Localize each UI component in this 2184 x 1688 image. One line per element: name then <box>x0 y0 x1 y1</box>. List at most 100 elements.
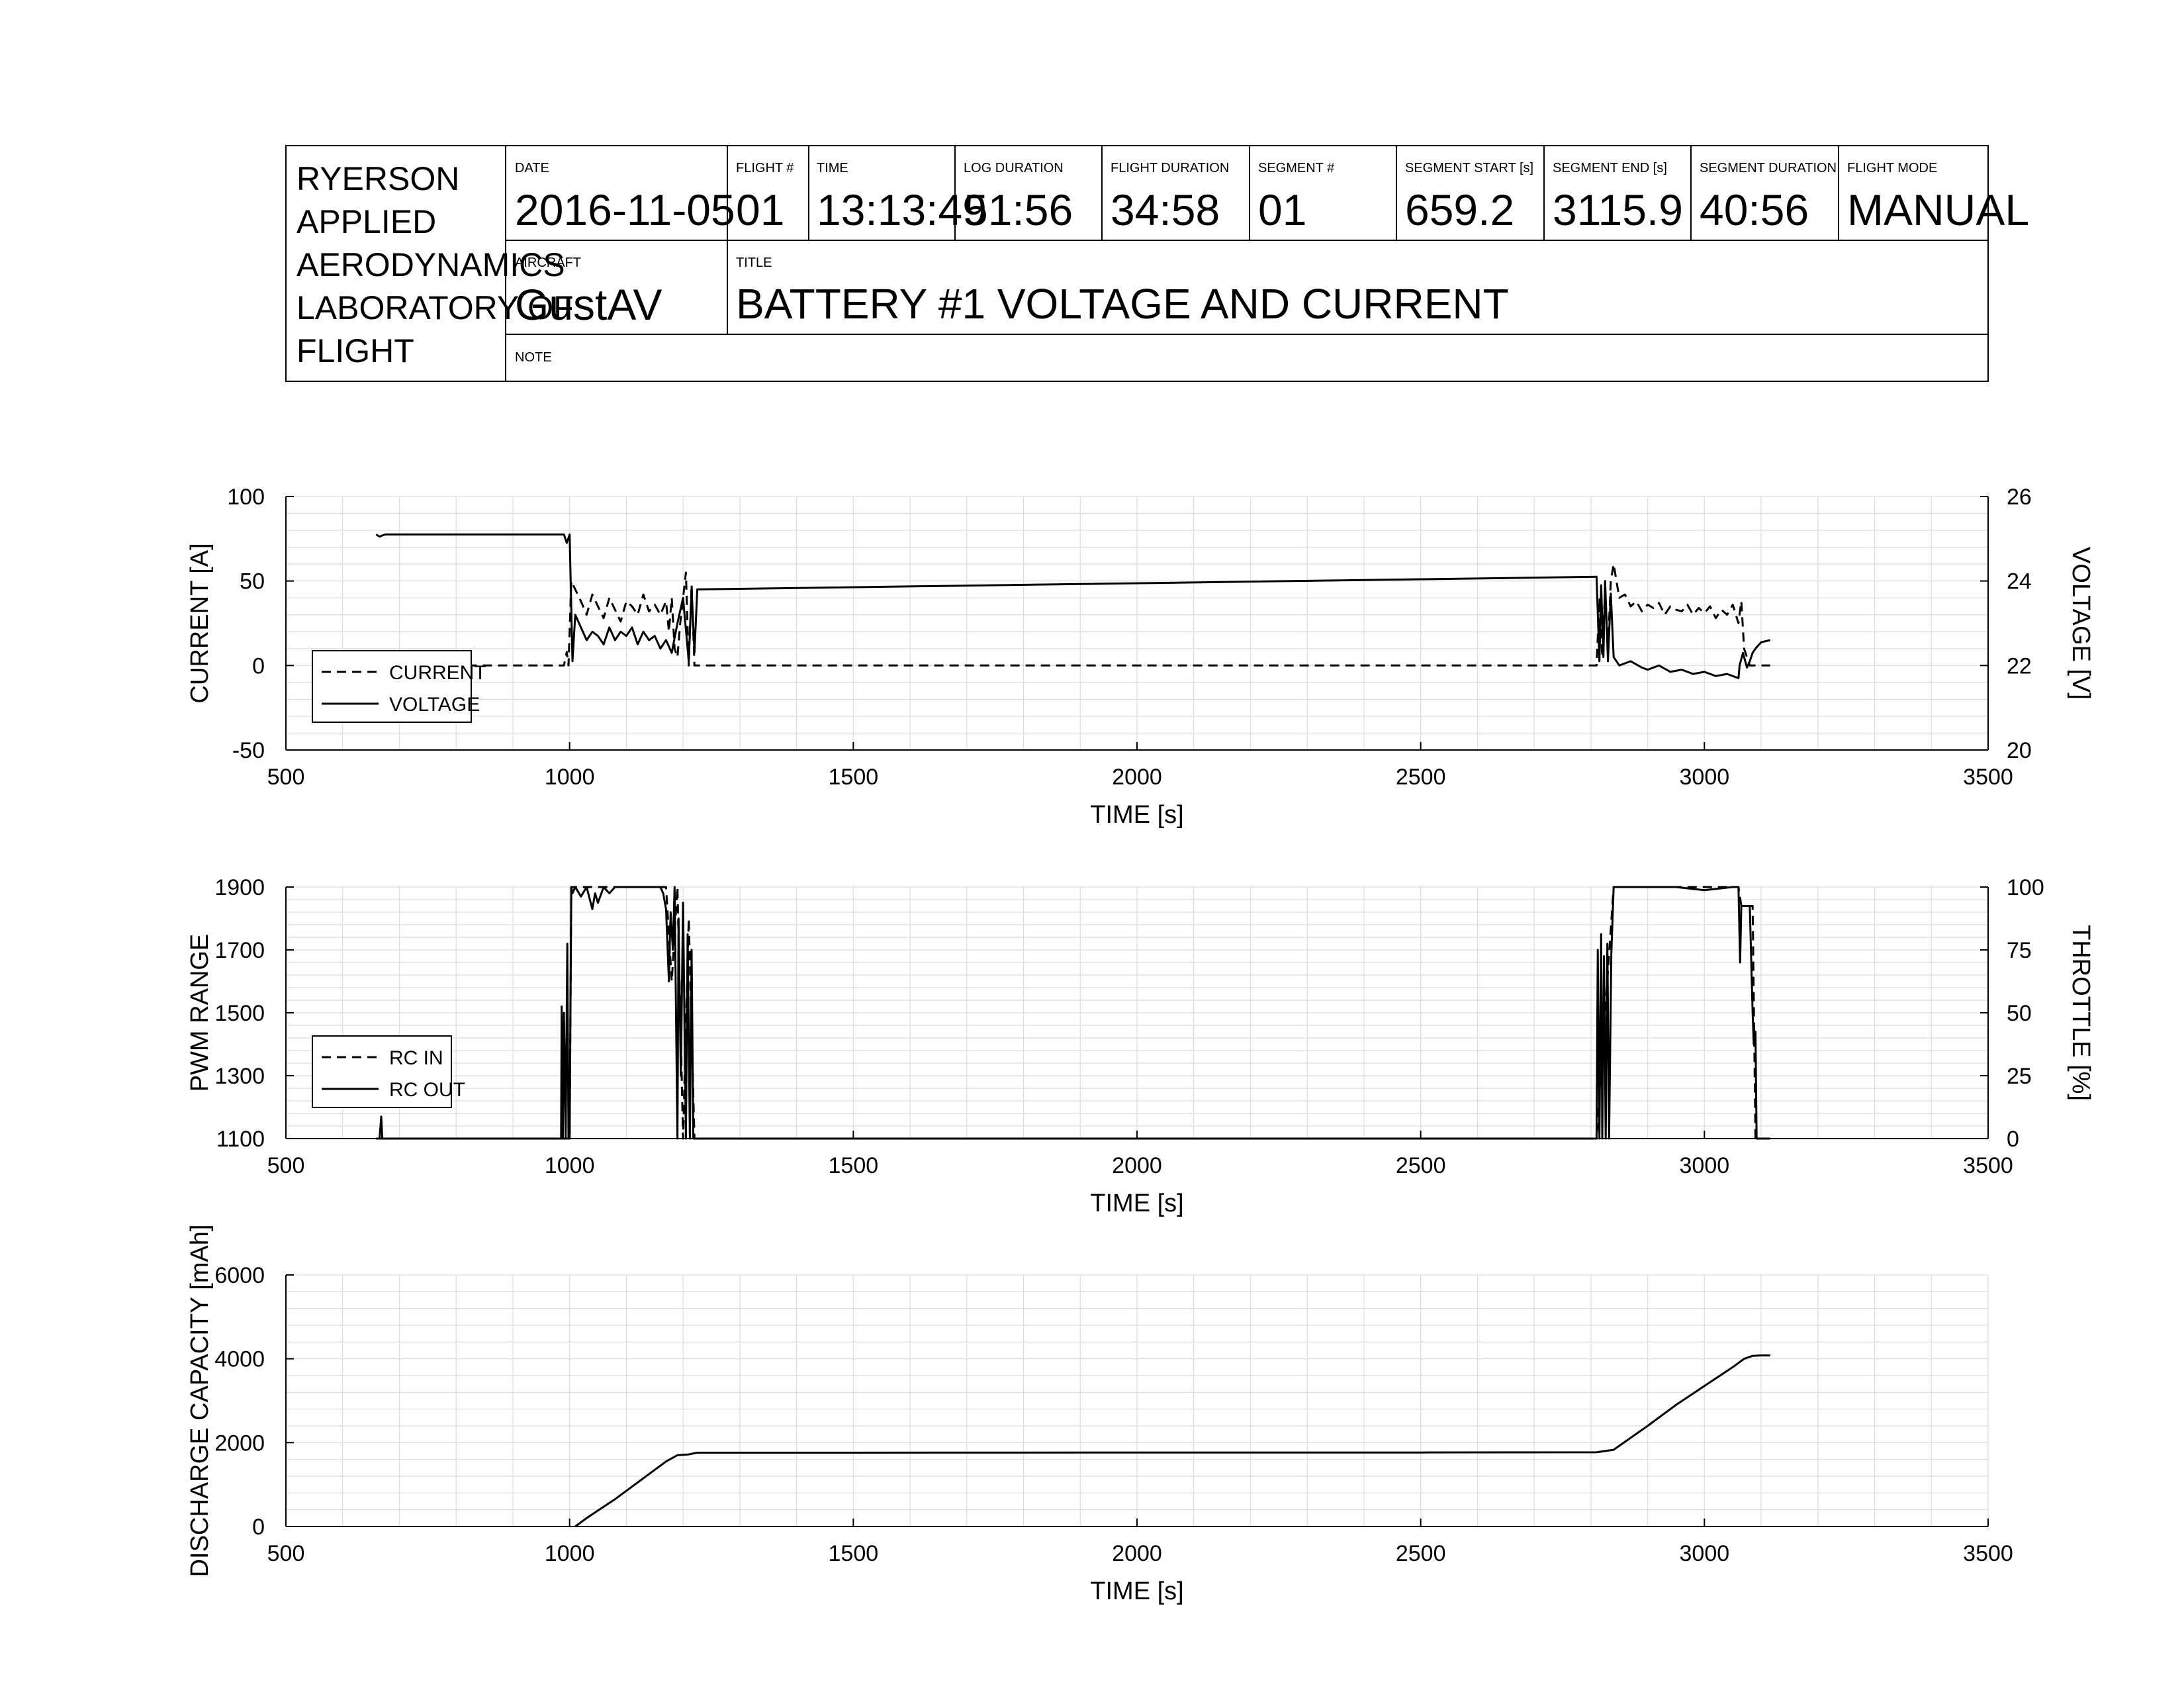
segment-start-value: 659.2 <box>1405 185 1514 234</box>
voltage-series-line <box>375 533 1771 679</box>
flight-mode-cell: FLIGHT MODE MANUAL <box>1847 161 2029 234</box>
x-tick-label: 2000 <box>1112 1541 1162 1566</box>
y-tick-label: 1300 <box>214 1064 265 1089</box>
x-tick-label: 3000 <box>1680 765 1730 790</box>
segment-end-value: 3115.9 <box>1553 185 1683 234</box>
x-tick-label: 500 <box>267 765 305 790</box>
lab-name-line: LABORATORY OF <box>296 289 574 326</box>
x-tick-label: 500 <box>267 1541 305 1566</box>
discharge-capacity-chart: 500 1000 1500 2000 2500 3000 3500 0 2000 4000 6000… <box>186 1225 2013 1605</box>
page-title: BATTERY #1 VOLTAGE AND CURRENT <box>736 280 1509 328</box>
title-cell: TITLE BATTERY #1 VOLTAGE AND CURRENT <box>736 256 1509 328</box>
date-cell: DATE 2016-11-05 <box>515 161 735 234</box>
time-caption: TIME <box>817 161 848 175</box>
x-tick-label: 1500 <box>829 1153 879 1178</box>
lab-name-line: APPLIED <box>296 203 436 240</box>
y2-tick-label: 25 <box>2007 1064 2032 1089</box>
time-cell: TIME 13:13:49 <box>817 161 987 234</box>
x-tick-label: 500 <box>267 1153 305 1178</box>
segment-number-value: 01 <box>1258 185 1306 234</box>
y-tick-label: 1900 <box>214 875 265 900</box>
segment-end-caption: SEGMENT END [s] <box>1553 161 1667 175</box>
log-duration-value: 51:56 <box>964 185 1073 234</box>
current-series-line <box>376 563 1770 667</box>
legend-label: VOLTAGE <box>389 694 480 716</box>
y-tick-label: 1500 <box>214 1001 265 1026</box>
y2-tick-label: 100 <box>2007 875 2044 900</box>
flight-number-value: 01 <box>736 185 784 234</box>
plot-area <box>376 886 1770 1140</box>
log-duration-cell: LOG DURATION 51:56 <box>964 161 1073 234</box>
flight-number-caption: FLIGHT # <box>736 161 794 175</box>
x-tick-label: 3000 <box>1680 1541 1730 1566</box>
x-tick-label: 3500 <box>1963 1153 2013 1178</box>
x-tick-label: 3000 <box>1680 1153 1730 1178</box>
y-tick-label: 100 <box>227 485 265 510</box>
legend-label: CURRENT <box>389 662 486 684</box>
x-tick-label: 1000 <box>545 1541 595 1566</box>
y2-tick-label: 0 <box>2007 1127 2019 1152</box>
y2-axis-title: VOLTAGE [V] <box>2067 547 2095 700</box>
lab-name-line: AERODYNAMICS <box>296 246 565 283</box>
y-tick-label: 0 <box>252 1515 265 1540</box>
segment-start-cell: SEGMENT START [s] 659.2 <box>1405 161 1533 234</box>
x-axis-title: TIME [s] <box>1090 1190 1183 1217</box>
segment-start-caption: SEGMENT START [s] <box>1405 161 1533 175</box>
pwm-throttle-chart: 500 1000 1500 2000 2500 3000 35001100130015001… <box>186 875 2095 1217</box>
x-tick-label: 1000 <box>545 1153 595 1178</box>
title-block <box>285 145 1989 382</box>
y2-axis-title: THROTTLE [%] <box>2067 925 2095 1101</box>
plot-area <box>375 533 1771 679</box>
y2-tick-label: 75 <box>2007 938 2032 963</box>
y-tick-label: 4000 <box>214 1347 265 1372</box>
x-tick-label: 2000 <box>1112 765 1162 790</box>
note-cell: NOTE <box>515 350 552 365</box>
flight-duration-value: 34:58 <box>1111 185 1220 234</box>
time-value: 13:13:49 <box>817 185 987 234</box>
x-tick-label: 3500 <box>1963 1541 2013 1566</box>
segment-duration-value: 40:56 <box>1700 185 1809 234</box>
rc-in-series-line <box>376 886 1770 1140</box>
grid <box>285 886 1989 1139</box>
segment-number-cell: SEGMENT # 01 <box>1258 161 1335 234</box>
flight-mode-caption: FLIGHT MODE <box>1847 161 1937 175</box>
y-tick-label: 0 <box>252 653 265 679</box>
x-tick-label: 3500 <box>1963 765 2013 790</box>
y-tick-label: 2000 <box>214 1430 265 1456</box>
y2-tick-label: 50 <box>2007 1001 2032 1026</box>
legend: CURRENT VOLTAGE <box>312 650 486 723</box>
y2-tick-label: 26 <box>2007 485 2032 510</box>
flight-duration-cell: FLIGHT DURATION 34:58 <box>1111 161 1229 234</box>
plot-area <box>574 1354 1770 1528</box>
legend-box <box>312 650 472 723</box>
y2-tick-label: 24 <box>2007 569 2032 594</box>
y-tick-label: -50 <box>232 738 265 763</box>
log-duration-caption: LOG DURATION <box>964 161 1064 175</box>
lab-name-line: FLIGHT <box>296 332 414 369</box>
legend: RC IN RC OUT <box>312 1035 465 1108</box>
y-tick-label: 6000 <box>214 1263 265 1288</box>
flight-mode-value: MANUAL <box>1847 185 2029 234</box>
x-axis-title: TIME [s] <box>1090 801 1183 829</box>
segment-end-cell: SEGMENT END [s] 3115.9 <box>1553 161 1683 234</box>
aircraft-value: GustAV <box>515 280 662 329</box>
date-value: 2016-11-05 <box>515 185 735 234</box>
y-axis-title: CURRENT [A] <box>186 543 214 703</box>
y-axis-title: DISCHARGE CAPACITY [mAh] <box>186 1225 214 1577</box>
x-tick-label: 2500 <box>1396 765 1446 790</box>
lab-name: RYERSON APPLIED AERODYNAMICS LABORATORY … <box>296 160 574 369</box>
y2-tick-label: 20 <box>2007 738 2032 763</box>
flight-duration-caption: FLIGHT DURATION <box>1111 161 1229 175</box>
x-tick-label: 2500 <box>1396 1153 1446 1178</box>
note-caption: NOTE <box>515 350 552 365</box>
date-caption: DATE <box>515 161 549 175</box>
y-axis-title: PWM RANGE <box>186 934 214 1092</box>
y-tick-label: 1700 <box>214 938 265 963</box>
x-tick-label: 2000 <box>1112 1153 1162 1178</box>
current-voltage-chart: 500 1000 1500 2000 2500 3000 3500 -50 0 50 100 20 22… <box>186 485 2095 829</box>
x-tick-label: 1500 <box>829 765 879 790</box>
flight-number-cell: FLIGHT # 01 <box>736 161 794 234</box>
segment-duration-caption: SEGMENT DURATION <box>1700 161 1837 175</box>
lab-name-line: RYERSON <box>296 160 459 197</box>
